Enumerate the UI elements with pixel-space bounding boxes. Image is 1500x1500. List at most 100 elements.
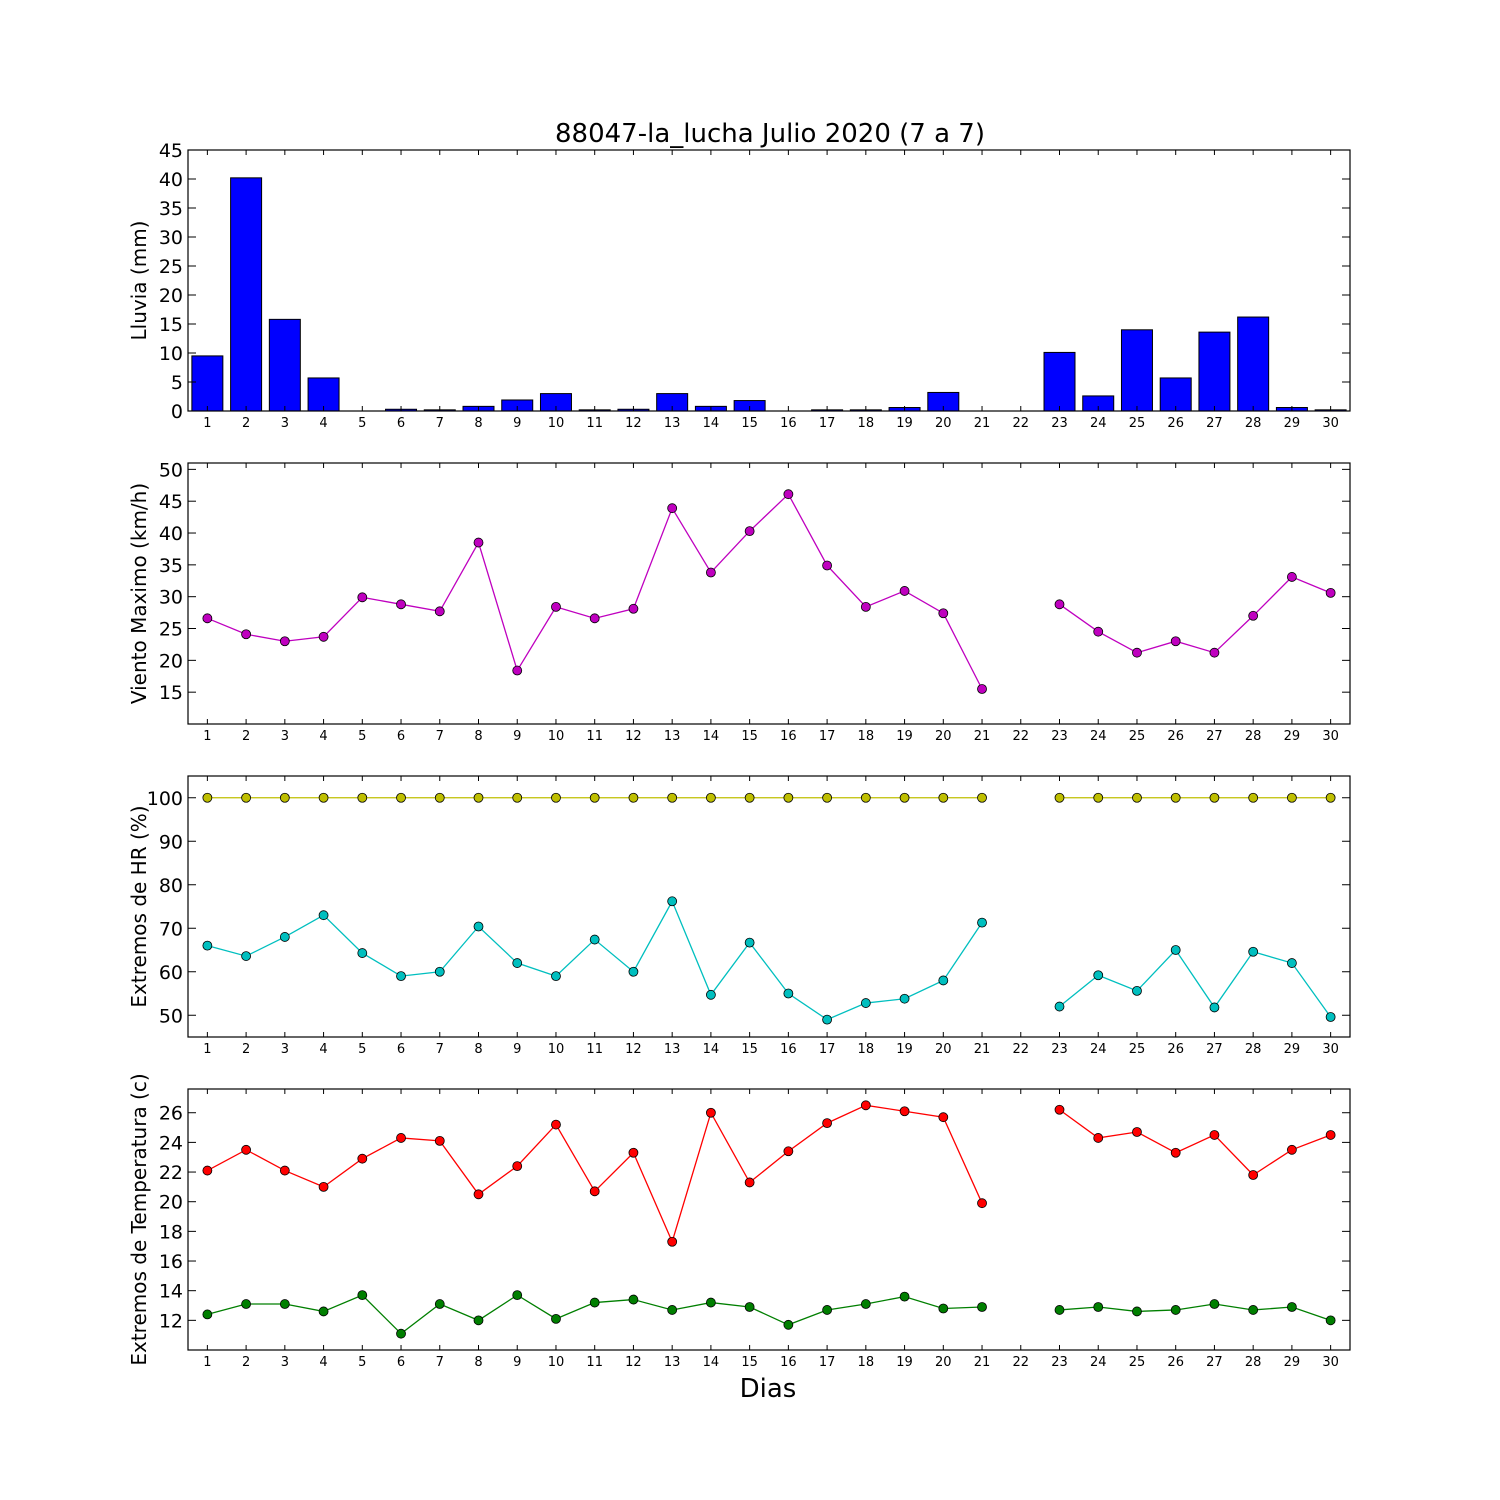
x-tick-label: 22 [1012, 729, 1029, 744]
series-1-point-day-7 [434, 792, 445, 803]
series-1-point-day-15 [744, 792, 755, 803]
series-1-point-day-16 [783, 489, 794, 500]
x-tick-label: 16 [780, 416, 797, 431]
series-2-point-day-23 [1054, 1305, 1065, 1315]
x-tick-label: 26 [1167, 416, 1184, 431]
series-1-point-day-9 [512, 665, 523, 676]
x-tick-label: 22 [1012, 1042, 1029, 1057]
series-1-point-day-26 [1170, 636, 1181, 647]
rain-bar-day-4 [307, 377, 340, 412]
series-1-point-day-11 [589, 1186, 600, 1197]
x-tick-label: 2 [242, 416, 250, 431]
series-2-point-day-14 [706, 1297, 716, 1308]
series-2-point-day-10 [551, 1313, 561, 1324]
x-tick-label: 2 [242, 1355, 250, 1370]
y-tick-label: 20 [159, 1192, 183, 1214]
series-1-point-day-27 [1209, 1130, 1220, 1140]
series-2-point-day-10 [551, 971, 561, 981]
series-2-point-day-26 [1170, 945, 1181, 955]
panel-2: 1 2 3 4 5 6 7 8 9 10 11 12 13 14 15 16 17 18 19 20 21 22 23 24 2… [127, 459, 1351, 744]
series-2-point-day-20 [938, 975, 949, 986]
series-1-point-day-28 [1248, 610, 1259, 621]
panel-3-frame [187, 775, 1351, 1038]
x-tick-label: 12 [625, 416, 642, 431]
x-tick-label: 14 [703, 1042, 720, 1057]
x-tick-label: 18 [858, 729, 875, 744]
series-2-point-day-20 [938, 1303, 949, 1314]
rain-bar-day-23 [1043, 351, 1076, 412]
x-tick-label: 11 [586, 416, 603, 431]
x-tick-label: 19 [896, 1355, 913, 1370]
rain-bar-day-3 [268, 318, 301, 412]
x-tick-label: 9 [513, 416, 521, 431]
x-tick-label: 8 [474, 1355, 482, 1370]
series-2-point-day-12 [628, 966, 639, 977]
x-tick-label: 21 [974, 1355, 991, 1370]
y-tick-label: 22 [159, 1162, 183, 1184]
y-tick-label: 16 [159, 1251, 183, 1273]
x-tick-label: 26 [1167, 1355, 1184, 1370]
x-tick-label: 16 [780, 729, 797, 744]
y-tick-label: 10 [159, 343, 183, 365]
rain-bar-day-2 [230, 177, 263, 412]
series-1-point-day-25 [1132, 1127, 1142, 1137]
y-tick-label: 50 [159, 1005, 183, 1027]
x-tick-label: 11 [586, 729, 603, 744]
series-1-point-day-7 [434, 606, 445, 617]
x-tick-label: 4 [319, 1355, 327, 1370]
x-tick-label: 14 [703, 416, 720, 431]
y-tick-label: 14 [159, 1281, 183, 1303]
series-1-point-day-5 [357, 792, 368, 803]
x-tick-label: 27 [1206, 729, 1223, 744]
y-tick-label: 0 [171, 401, 183, 423]
series-1-point-day-29 [1287, 792, 1297, 803]
series-1-point-day-17 [822, 560, 832, 571]
series-1-point-day-9 [512, 792, 523, 803]
y-tick-label: 40 [159, 169, 183, 191]
series-1-point-day-16 [783, 1146, 794, 1157]
x-tick-label: 17 [819, 729, 836, 744]
series-1-point-day-4 [318, 1181, 329, 1192]
series-2-point-day-27 [1209, 1002, 1220, 1013]
series-1-point-day-13 [667, 503, 678, 514]
x-tick-label: 5 [358, 1042, 366, 1057]
x-tick-label: 7 [436, 416, 444, 431]
series-1-point-day-6 [396, 1133, 406, 1143]
x-tick-label: 6 [397, 1042, 405, 1057]
x-tick-label: 13 [664, 416, 681, 431]
x-tick-label: 10 [548, 1355, 565, 1370]
x-tick-label: 10 [548, 729, 565, 744]
x-tick-label: 21 [974, 729, 991, 744]
x-tick-label: 19 [896, 729, 913, 744]
series-2-point-day-2 [241, 1299, 252, 1309]
series-1-point-day-25 [1132, 647, 1142, 658]
series-1-point-day-24 [1093, 1133, 1104, 1143]
series-1-point-day-12 [628, 603, 639, 614]
x-tick-label: 14 [703, 1355, 720, 1370]
series-2-point-day-7 [434, 1299, 445, 1309]
x-tick-label: 1 [203, 1355, 211, 1370]
x-tick-label: 8 [474, 1042, 482, 1057]
y-axis-label: Extremos de Temperatura (c) [127, 1073, 151, 1365]
series-2-point-day-11 [589, 934, 600, 945]
series-1-point-day-13 [667, 1236, 678, 1247]
y-tick-label: 26 [159, 1103, 183, 1125]
series-1-point-day-21 [977, 792, 987, 803]
x-tick-label: 3 [281, 416, 289, 431]
x-tick-label: 22 [1012, 1355, 1029, 1370]
x-tick-label: 12 [625, 1355, 642, 1370]
series-1-point-day-10 [551, 601, 561, 612]
series-2-point-day-28 [1248, 946, 1259, 957]
x-tick-label: 17 [819, 1042, 836, 1057]
series-2-point-day-15 [744, 1302, 755, 1312]
series-1-point-day-26 [1170, 1147, 1181, 1158]
series-1-point-day-28 [1248, 792, 1259, 803]
series-2-line-segment-2 [1059, 1303, 1331, 1321]
series-2-point-day-6 [396, 1328, 406, 1339]
y-tick-label: 35 [159, 555, 183, 577]
y-tick-label: 5 [171, 372, 183, 394]
series-1-point-day-24 [1093, 792, 1104, 803]
x-tick-label: 3 [281, 1042, 289, 1057]
series-1-point-day-2 [241, 629, 252, 640]
